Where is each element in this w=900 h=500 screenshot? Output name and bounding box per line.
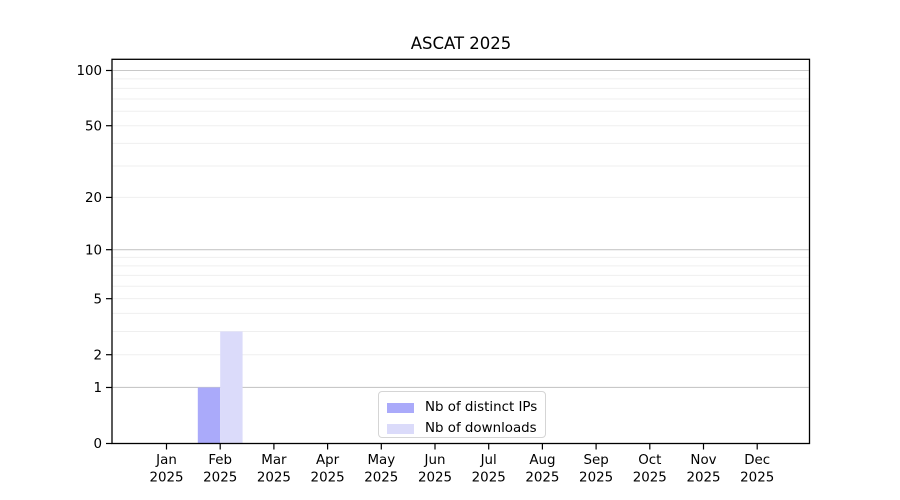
legend-swatch-downloads xyxy=(387,423,414,434)
x-tick-label-month: Oct xyxy=(638,453,661,468)
x-tick-label-year: 2025 xyxy=(257,471,291,486)
x-tick-label-month: Feb xyxy=(208,453,232,468)
legend: Nb of distinct IPs Nb of downloads xyxy=(378,391,546,438)
x-tick-label-year: 2025 xyxy=(472,471,506,486)
x-tick-label-year: 2025 xyxy=(633,471,667,486)
y-tick-label: 50 xyxy=(85,119,102,134)
x-tick-label-month: Mar xyxy=(261,453,287,468)
x-tick-label-year: 2025 xyxy=(740,471,774,486)
x-tick-label-year: 2025 xyxy=(418,471,452,486)
y-tick-label: 100 xyxy=(76,64,102,79)
bar-downloads xyxy=(220,331,243,444)
x-tick-label-month: May xyxy=(367,453,395,468)
y-tick-label: 0 xyxy=(93,437,102,452)
x-tick-label-month: Aug xyxy=(529,453,555,468)
x-tick-label-year: 2025 xyxy=(203,471,237,486)
y-tick-label: 20 xyxy=(85,191,102,206)
x-tick-label-year: 2025 xyxy=(686,471,720,486)
bar-distinct-ips xyxy=(197,387,221,444)
x-tick-label-year: 2025 xyxy=(149,471,183,486)
x-tick-label-month: Nov xyxy=(690,453,716,468)
x-tick-label-month: Jan xyxy=(155,453,177,468)
x-tick-label-year: 2025 xyxy=(579,471,613,486)
x-tick-label-year: 2025 xyxy=(311,471,345,486)
y-tick-label: 5 xyxy=(93,292,102,307)
y-tick-label: 2 xyxy=(93,348,102,363)
legend-entry-distinct-ips: Nb of distinct IPs xyxy=(379,397,545,418)
y-tick-label: 1 xyxy=(93,381,102,396)
x-tick-label-month: Jun xyxy=(424,453,446,468)
x-tick-label-month: Dec xyxy=(744,453,770,468)
x-tick-label-year: 2025 xyxy=(364,471,398,486)
x-tick-label-month: Jul xyxy=(480,453,497,468)
legend-entry-downloads: Nb of downloads xyxy=(379,418,545,439)
x-tick-label-month: Apr xyxy=(316,453,340,468)
legend-swatch-distinct-ips xyxy=(387,402,414,413)
legend-label-downloads: Nb of downloads xyxy=(425,421,537,436)
x-tick-label-year: 2025 xyxy=(525,471,559,486)
chart-title: ASCAT 2025 xyxy=(410,34,512,53)
legend-label-distinct-ips: Nb of distinct IPs xyxy=(425,400,538,415)
y-tick-label: 10 xyxy=(85,243,102,258)
x-tick-label-month: Sep xyxy=(583,453,608,468)
plot-frame xyxy=(111,58,811,445)
